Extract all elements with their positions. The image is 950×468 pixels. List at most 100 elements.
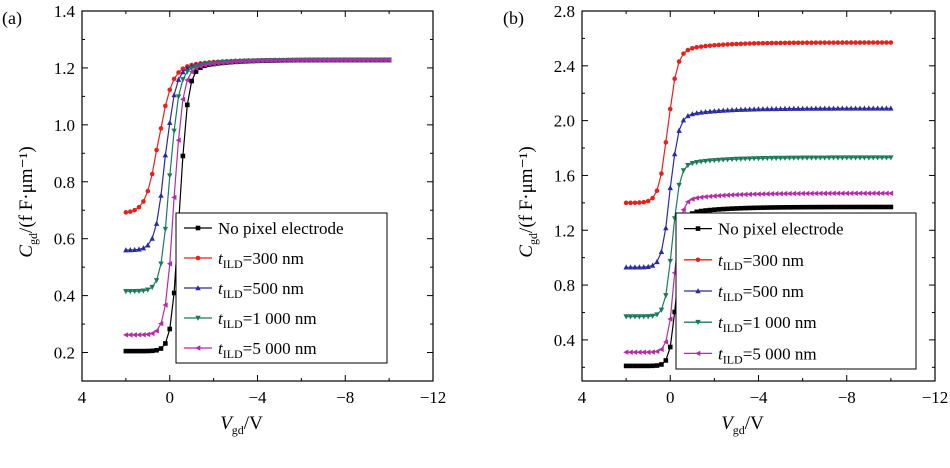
- data-point: [123, 247, 129, 253]
- data-point: [127, 289, 133, 295]
- data-point: [171, 92, 177, 98]
- x-axis-label: Vgd/V: [721, 413, 764, 437]
- data-point: [176, 70, 181, 75]
- data-point: [184, 77, 190, 83]
- y-axis-label: Cgd/(f F·μm⁻¹): [16, 146, 40, 257]
- data-point: [132, 348, 137, 354]
- data-point: [185, 102, 190, 108]
- data-point: [171, 194, 177, 201]
- data-point: [180, 153, 186, 159]
- data-point: [733, 106, 740, 113]
- data-point: [760, 191, 766, 197]
- data-point: [755, 191, 761, 197]
- data-point: [158, 192, 164, 198]
- data-point: [689, 160, 696, 167]
- data-point: [852, 190, 858, 197]
- data-point: [734, 41, 739, 47]
- legend-swatch-marker: [195, 225, 201, 231]
- data-point: [698, 208, 704, 214]
- data-point: [800, 40, 805, 46]
- data-point: [813, 204, 819, 210]
- data-point: [136, 288, 142, 295]
- data-point: [667, 106, 673, 112]
- data-point: [645, 263, 651, 269]
- data-point: [711, 193, 717, 199]
- data-point: [769, 205, 775, 210]
- data-point: [751, 106, 757, 112]
- data-point: [140, 288, 147, 294]
- data-point: [158, 126, 164, 131]
- data-point: [359, 57, 366, 63]
- data-point: [857, 40, 863, 45]
- data-point: [777, 190, 783, 197]
- data-point: [241, 58, 247, 65]
- data-point: [654, 312, 660, 318]
- data-point: [795, 204, 801, 210]
- data-point: [364, 57, 370, 63]
- data-point: [711, 158, 718, 164]
- data-point: [141, 348, 146, 354]
- legend-swatch-marker: [695, 226, 701, 231]
- data-point: [127, 348, 133, 354]
- data-point: [755, 106, 762, 112]
- data-point: [663, 140, 669, 145]
- data-point: [870, 155, 876, 161]
- data-point: [223, 59, 230, 66]
- data-point: [381, 57, 388, 63]
- data-point: [685, 163, 691, 169]
- data-point: [180, 96, 186, 102]
- data-point: [861, 105, 868, 111]
- data-point: [883, 155, 890, 161]
- y-tick-label: 0.6: [54, 230, 75, 249]
- data-point: [883, 190, 889, 196]
- data-point: [866, 105, 872, 111]
- data-point: [782, 190, 788, 197]
- data-point: [773, 155, 779, 162]
- data-point: [848, 40, 854, 45]
- data-point: [804, 204, 810, 210]
- data-point: [136, 246, 142, 252]
- data-point: [733, 156, 740, 162]
- legend-label: tILD=1 000 nm: [718, 313, 817, 335]
- data-point: [254, 58, 260, 64]
- data-point: [795, 40, 801, 46]
- data-point: [821, 155, 828, 161]
- x-tick-label: 0: [666, 388, 675, 407]
- data-point: [658, 307, 665, 313]
- data-point: [716, 157, 722, 163]
- legend-label: tILD=500 nm: [218, 279, 304, 301]
- data-point: [197, 63, 203, 70]
- legend-swatch-marker: [695, 319, 701, 326]
- data-point: [346, 57, 352, 63]
- legend-swatch-marker: [195, 255, 201, 261]
- data-point: [857, 204, 863, 210]
- data-point: [738, 41, 744, 47]
- data-point: [821, 105, 828, 111]
- data-point: [136, 332, 142, 338]
- data-point: [790, 190, 797, 197]
- legend-label: tILD=300 nm: [218, 249, 304, 271]
- data-point: [799, 190, 805, 197]
- data-point: [809, 40, 814, 45]
- data-point: [263, 57, 269, 64]
- data-point: [738, 156, 744, 162]
- data-point: [813, 155, 819, 161]
- data-point: [180, 77, 186, 83]
- y-tick-label: 1.0: [54, 116, 75, 135]
- data-point: [342, 57, 348, 63]
- y-tick-label: 1.2: [54, 59, 75, 78]
- x-tick-label: −12: [420, 388, 447, 407]
- data-point: [654, 348, 660, 355]
- data-point: [649, 349, 655, 355]
- data-point: [835, 204, 841, 210]
- data-point: [835, 40, 841, 45]
- data-point: [857, 105, 863, 111]
- data-point: [724, 157, 731, 163]
- data-point: [751, 156, 757, 162]
- data-point: [698, 109, 704, 115]
- data-point: [737, 191, 744, 198]
- data-point: [822, 204, 827, 210]
- data-point: [711, 108, 718, 114]
- data-point: [822, 40, 827, 45]
- y-tick-label: 2.0: [554, 112, 575, 131]
